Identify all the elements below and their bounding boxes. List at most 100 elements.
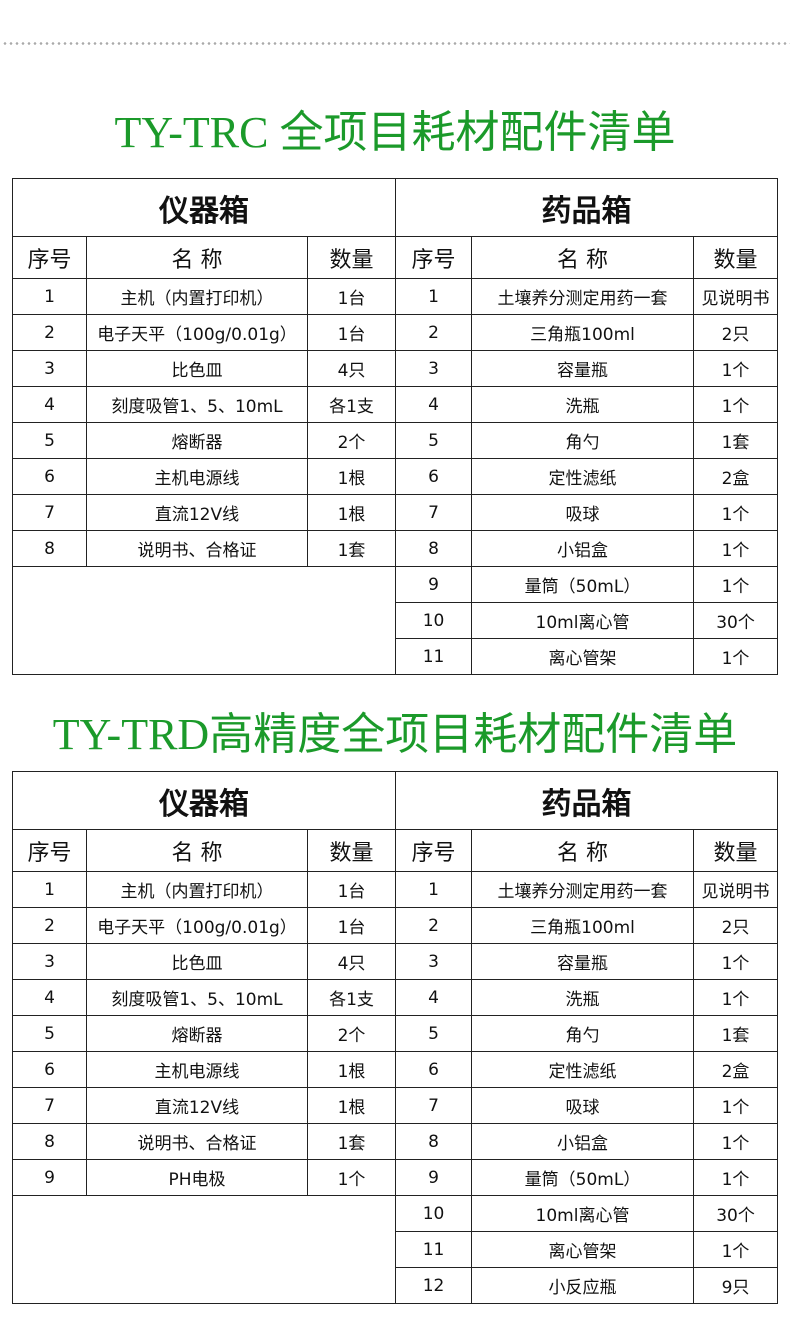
reagent-index: 8: [395, 1123, 473, 1160]
instrument-name: 比色皿: [86, 943, 308, 980]
reagent-index: 10: [395, 1195, 473, 1232]
table-row: 11 离心管架 1个: [13, 638, 779, 675]
reagent-name: 量筒（50mL）: [471, 566, 695, 603]
table-row: 7 直流12V线 1根 7 吸球 1个: [12, 494, 779, 531]
col-index-header: 序号: [395, 236, 473, 279]
reagent-box-header: 药品箱: [395, 771, 779, 830]
reagent-qty: 2盒: [693, 458, 779, 495]
instrument-qty: 1台: [306, 907, 397, 944]
reagent-qty: 见说明书: [693, 278, 779, 315]
col-qty-header: 数量: [306, 829, 397, 872]
reagent-index: 2: [395, 314, 473, 351]
reagent-index: 4: [395, 386, 473, 423]
reagent-qty: 1个: [693, 638, 779, 675]
col-qty-header: 数量: [693, 829, 779, 872]
column-header-row: 序号名 称数量 序号名 称数量: [12, 236, 779, 279]
instrument-name: 说明书、合格证: [86, 530, 308, 567]
instrument-name: 主机（内置打印机）: [86, 278, 308, 315]
table-row: 10 10ml离心管 30个: [11, 1195, 779, 1304]
reagent-name: 小铝盒: [471, 1123, 695, 1160]
parts-table-trc: 仪器箱 药品箱 序号名 称数量 序号名 称数量 1 主机（内置打印机） 1台 1 土壤养分测定用…: [11, 178, 779, 675]
table-row: 2 电子天平（100g/0.01g） 1台 2 三角瓶100ml 2只: [12, 314, 779, 351]
instrument-name: 主机电源线: [86, 1051, 308, 1088]
empty-cell: [11, 1195, 397, 1304]
reagent-name: 吸球: [471, 1087, 695, 1124]
box-header-row: 仪器箱 药品箱: [11, 178, 779, 237]
table-row: 8 说明书、合格证 1套 8 小铝盒 1个: [12, 1123, 779, 1160]
reagent-qty: 1个: [693, 494, 779, 531]
instrument-index: 1: [12, 871, 87, 908]
table-row: 9 PH电极 1个 9 量筒（50mL） 1个: [12, 1159, 779, 1196]
reagent-qty: 1个: [693, 979, 779, 1016]
instrument-index: 2: [12, 907, 87, 944]
table-row: 6 主机电源线 1根 6 定性滤纸 2盒: [12, 458, 779, 495]
table-row: 4 刻度吸管1、5、10mL 各1支 4 洗瓶 1个: [12, 386, 779, 423]
col-index-header: 序号: [395, 829, 473, 872]
table-row: 6 主机电源线 1根 6 定性滤纸 2盒: [12, 1051, 779, 1088]
reagent-index: 2: [395, 907, 473, 944]
reagent-qty: 2盒: [693, 1051, 779, 1088]
table-row: 9 量筒（50mL） 1个: [11, 566, 779, 675]
instrument-name: 熔断器: [86, 422, 308, 459]
instrument-index: 5: [12, 422, 87, 459]
reagent-qty: 30个: [693, 602, 779, 639]
reagent-box-header: 药品箱: [395, 178, 779, 237]
instrument-index: 1: [12, 278, 87, 315]
table-row: 4 刻度吸管1、5、10mL 各1支 4 洗瓶 1个: [12, 979, 779, 1016]
reagent-index: 12: [395, 1267, 473, 1304]
instrument-name: 说明书、合格证: [86, 1123, 308, 1160]
col-index-header: 序号: [12, 236, 87, 279]
table-row: 3 比色皿 4只 3 容量瓶 1个: [12, 943, 779, 980]
reagent-qty: 1个: [693, 350, 779, 387]
table-row: 11 离心管架 1个: [13, 1231, 779, 1268]
reagent-name: 定性滤纸: [471, 458, 695, 495]
col-qty-header: 数量: [306, 236, 397, 279]
instrument-index: 4: [12, 979, 87, 1016]
col-qty-header: 数量: [693, 236, 779, 279]
empty-cell: [11, 566, 397, 675]
dotted-divider: [2, 42, 790, 45]
reagent-name: 三角瓶100ml: [471, 314, 695, 351]
reagent-index: 5: [395, 1015, 473, 1052]
reagent-index: 7: [395, 494, 473, 531]
reagent-name: 容量瓶: [471, 350, 695, 387]
instrument-name: 主机电源线: [86, 458, 308, 495]
instrument-index: 2: [12, 314, 87, 351]
reagent-name: 容量瓶: [471, 943, 695, 980]
reagent-name: 量筒（50mL）: [471, 1159, 695, 1196]
table-row: 2 电子天平（100g/0.01g） 1台 2 三角瓶100ml 2只: [12, 907, 779, 944]
instrument-index: 3: [12, 943, 87, 980]
box-header-row: 仪器箱 药品箱: [11, 771, 779, 830]
col-index-header: 序号: [12, 829, 87, 872]
reagent-name: 土壤养分测定用药一套: [471, 871, 695, 908]
instrument-name: 主机（内置打印机）: [86, 871, 308, 908]
instrument-name: 电子天平（100g/0.01g）: [86, 907, 308, 944]
instrument-qty: 1套: [306, 530, 397, 567]
instrument-qty: 各1支: [306, 386, 397, 423]
reagent-qty: 2只: [693, 314, 779, 351]
reagent-index: 11: [395, 638, 473, 675]
reagent-qty: 1个: [693, 1159, 779, 1196]
title-trc: TY-TRC 全项目耗材配件清单: [114, 108, 676, 157]
reagent-qty: 1个: [693, 386, 779, 423]
reagent-name: 离心管架: [471, 1231, 695, 1268]
instrument-name: 比色皿: [86, 350, 308, 387]
instrument-index: 7: [12, 1087, 87, 1124]
table-row: 5 熔断器 2个 5 角勺 1套: [12, 422, 779, 459]
instrument-qty: 1根: [306, 1087, 397, 1124]
reagent-qty: 2只: [693, 907, 779, 944]
col-name-header: 名 称: [86, 829, 308, 872]
instrument-box-header: 仪器箱: [11, 771, 397, 830]
instrument-qty: 各1支: [306, 979, 397, 1016]
instrument-index: 6: [12, 1051, 87, 1088]
reagent-qty: 1套: [693, 422, 779, 459]
reagent-index: 10: [395, 602, 473, 639]
col-name-header: 名 称: [471, 236, 695, 279]
table-row: 10 10ml离心管 30个: [13, 602, 779, 639]
title-trd: TY-TRD高精度全项目耗材配件清单: [52, 710, 738, 759]
table-row: 8 说明书、合格证 1套 8 小铝盒 1个: [12, 530, 779, 567]
reagent-name: 小反应瓶: [471, 1267, 695, 1304]
parts-table-trd: 仪器箱 药品箱 序号名 称数量 序号名 称数量 1 主机（内置打印机） 1台 1 土壤养分测定用…: [11, 771, 779, 1304]
instrument-name: PH电极: [86, 1159, 308, 1196]
reagent-index: 1: [395, 871, 473, 908]
